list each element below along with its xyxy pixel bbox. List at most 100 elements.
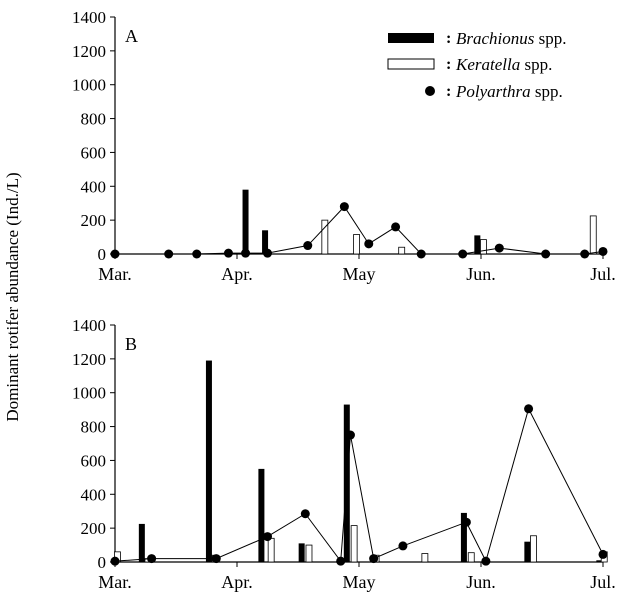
x-tick-label: May [343,264,376,284]
polyarthra-point [211,554,221,564]
panel-a: 0 200 400 600 800 1000 1200 1400 Mar. Apr. May Jun.… [72,8,616,284]
polyarthra-point [580,249,590,259]
brachionus-bar [298,543,305,562]
y-tick-label: 800 [81,110,107,129]
keratella-bar [305,544,313,563]
x-tick-label: Mar. [98,264,132,284]
keratella-bar [530,535,537,563]
polyarthra-point [263,248,272,258]
polyarthra-point [345,430,355,440]
polyarthra-point [598,246,608,256]
x-tick-label: Apr. [221,572,253,592]
brachionus-bar [262,230,269,254]
panel-label: B [125,334,137,354]
keratella-bar [398,246,406,255]
polyarthra-point [416,249,426,259]
legend-marker-polyarthra [425,86,435,96]
keratella-bar [350,525,358,563]
keratella-bar [421,553,429,563]
legend-suffix: spp. [531,82,563,101]
brachionus-bar [474,235,481,254]
polyarthra-line [114,407,604,563]
polyarthra-point [398,541,408,551]
polyarthra-point [300,509,310,519]
legend-label: Keratella spp. [455,55,552,74]
polyarthra-point [494,243,504,253]
y-tick-label: 1200 [72,350,106,369]
keratella-bar [467,552,475,563]
legend-genus: Polyarthra [455,82,531,101]
y-tick-label: 400 [81,485,107,504]
x-tick-label: Jun. [466,572,496,592]
polyarthra-point [241,248,251,258]
y-tick-label: 600 [81,451,107,470]
legend: : Brachionus spp.: Keratella spp.: Polyarth… [387,29,567,101]
polyarthra-line [115,205,604,255]
y-tick-label: 1000 [72,384,106,403]
x-tick-label: Jul. [590,572,616,592]
x-tick-label: Jul. [590,264,616,284]
y-tick-label: 600 [81,143,107,162]
keratella-bar [480,239,487,255]
y-tick-label: 0 [98,245,107,264]
legend-label: Polyarthra spp. [455,82,563,101]
brachionus-bar [258,468,265,562]
y-tick-label: 800 [81,418,107,437]
polyarthra-point [110,249,120,259]
legend-suffix: spp. [520,55,552,74]
y-tick-label: 0 [98,553,107,572]
y-tick-label: 1400 [72,8,106,27]
legend-suffix: spp. [534,29,566,48]
y-axis-label: Dominant rotifer abundance (Ind./L) [3,172,22,421]
keratella-bar [353,234,360,255]
x-tick-label: Mar. [98,572,132,592]
polyarthra-point [541,249,551,259]
polyarthra-point [147,554,157,564]
polyarthra-point [110,556,120,566]
polyarthra-point [461,517,471,527]
legend-genus: Keratella [455,55,520,74]
legend-marker-keratella [387,58,435,70]
polyarthra-point [458,249,468,259]
polyarthra-point [391,222,401,232]
y-tick-label: 1200 [72,42,106,61]
y-tick-label: 200 [81,211,107,230]
brachionus-bar [460,512,467,562]
x-tick-label: Apr. [221,264,253,284]
legend-separator: : [446,83,451,100]
x-tick-label: May [343,572,376,592]
polyarthra-point [192,249,202,259]
brachionus-bar [138,523,145,562]
keratella-bar [321,219,329,255]
legend-separator: : [446,56,451,73]
brachionus-bar [205,360,212,562]
panel-label: A [125,26,138,46]
polyarthra-point [369,554,379,564]
polyarthra-point [303,241,313,251]
legend-separator: : [446,30,451,47]
x-tick-label: Jun. [466,264,496,284]
polyarthra-point [164,249,174,259]
brachionus-bar [524,541,531,562]
y-tick-label: 400 [81,177,107,196]
polyarthra-point [263,532,272,542]
polyarthra-point [524,404,534,414]
legend-genus: Brachionus [456,29,535,48]
polyarthra-point [598,549,608,559]
legend-marker-brachionus [388,33,434,43]
y-tick-label: 1000 [72,76,106,95]
brachionus-bar [596,560,603,562]
polyarthra-point [223,248,233,258]
keratella-bar [589,215,597,255]
panel-b: 0 200 400 600 800 1000 1200 1400 Mar. Apr. May Jun.… [72,316,616,592]
polyarthra-point [336,556,346,566]
legend-label: Brachionus spp. [456,29,567,48]
y-tick-label: 1400 [72,316,106,335]
polyarthra-point [364,239,374,249]
polyarthra-point [339,202,349,212]
brachionus-bar [242,189,249,254]
polyarthra-point [481,556,491,566]
y-tick-label: 200 [81,519,107,538]
